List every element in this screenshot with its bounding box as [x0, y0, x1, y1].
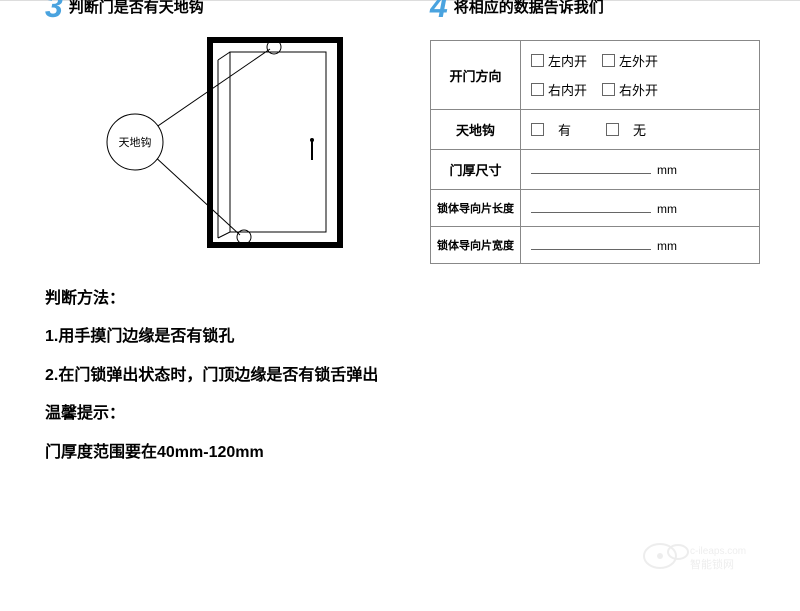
- instr-line1: 1.用手摸门边缘是否有锁孔: [45, 318, 545, 356]
- checkbox-left-in[interactable]: 左内开: [531, 51, 587, 70]
- opt-label: 有: [558, 120, 571, 139]
- fill-line: [531, 249, 651, 250]
- unit-label: mm: [657, 239, 677, 253]
- step3-title: 判断门是否有天地钩: [69, 0, 204, 17]
- step4-title: 将相应的数据告诉我们: [454, 0, 604, 17]
- checkbox-box-icon: [602, 83, 615, 96]
- row1-value: 左内开 左外开 右内开 右外开: [521, 41, 760, 110]
- data-form-section: 开门方向 左内开 左外开 右内开 右外开 天地钩 有 无: [430, 40, 760, 264]
- row4-label: 锁体导向片长度: [431, 190, 521, 227]
- row5-label: 锁体导向片宽度: [431, 227, 521, 264]
- checkbox-right-out[interactable]: 右外开: [602, 80, 658, 99]
- unit-label: mm: [657, 163, 677, 177]
- fill-line: [531, 173, 651, 174]
- opt-label: 右内开: [548, 80, 587, 99]
- row2-label: 天地钩: [431, 110, 521, 150]
- instr-heading2: 温馨提示：: [45, 395, 545, 433]
- table-row-hook: 天地钩 有 无: [431, 110, 760, 150]
- table-row-direction: 开门方向 左内开 左外开 右内开 右外开: [431, 41, 760, 110]
- door-label-text: 天地钩: [119, 135, 152, 149]
- instr-line3: 门厚度范围要在40mm-120mm: [45, 434, 545, 472]
- checkbox-box-icon: [606, 123, 619, 136]
- step4-number: 4: [430, 0, 448, 25]
- checkbox-box-icon: [531, 123, 544, 136]
- instr-heading1: 判断方法：: [45, 280, 545, 318]
- row2-value: 有 无: [521, 110, 760, 150]
- table-row-thickness: 门厚尺寸 mm: [431, 150, 760, 190]
- row4-value[interactable]: mm: [521, 190, 760, 227]
- row5-value[interactable]: mm: [521, 227, 760, 264]
- checkbox-none[interactable]: 无: [606, 120, 646, 139]
- door-diagram: 天地钩: [90, 30, 380, 265]
- opt-label: 左外开: [619, 51, 658, 70]
- watermark-logo: c-ileaps.com 智能锁网: [640, 536, 770, 581]
- row3-label: 门厚尺寸: [431, 150, 521, 190]
- table-row-guide-length: 锁体导向片长度 mm: [431, 190, 760, 227]
- opt-label: 右外开: [619, 80, 658, 99]
- checkbox-box-icon: [531, 54, 544, 67]
- opt-label: 无: [633, 120, 646, 139]
- step4-header: 4 将相应的数据告诉我们: [430, 0, 604, 25]
- row3-value[interactable]: mm: [521, 150, 760, 190]
- fill-line: [531, 212, 651, 213]
- checkbox-box-icon: [531, 83, 544, 96]
- checkbox-left-out[interactable]: 左外开: [602, 51, 658, 70]
- checkbox-has[interactable]: 有: [531, 120, 571, 139]
- opt-label: 左内开: [548, 51, 587, 70]
- svg-text:c-ileaps.com: c-ileaps.com: [690, 546, 746, 557]
- door-diagram-section: 天地钩: [60, 20, 380, 265]
- checkbox-right-in[interactable]: 右内开: [531, 80, 587, 99]
- instr-line2: 2.在门锁弹出状态时，门顶边缘是否有锁舌弹出: [45, 357, 545, 395]
- svg-text:智能锁网: 智能锁网: [690, 557, 734, 571]
- unit-label: mm: [657, 202, 677, 216]
- data-table: 开门方向 左内开 左外开 右内开 右外开 天地钩 有 无: [430, 40, 760, 264]
- instructions-block: 判断方法： 1.用手摸门边缘是否有锁孔 2.在门锁弹出状态时，门顶边缘是否有锁舌…: [45, 280, 545, 472]
- row1-label: 开门方向: [431, 41, 521, 110]
- checkbox-box-icon: [602, 54, 615, 67]
- table-row-guide-width: 锁体导向片宽度 mm: [431, 227, 760, 264]
